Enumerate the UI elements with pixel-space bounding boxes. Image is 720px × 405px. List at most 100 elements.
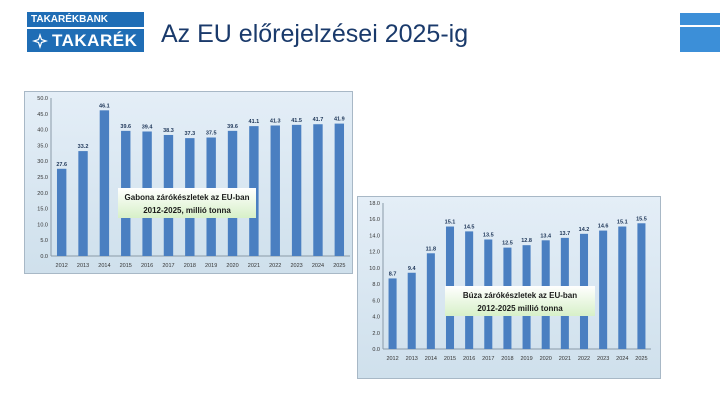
x-tick-label: 2020: [226, 263, 238, 269]
data-label: 39.6: [120, 124, 131, 130]
x-tick-label: 2023: [290, 263, 302, 269]
x-tick-label: 2021: [559, 356, 571, 362]
y-tick-label: 5.0: [40, 238, 48, 244]
data-label: 27.6: [56, 162, 67, 168]
data-label: 13.4: [540, 233, 552, 239]
x-tick-label: 2023: [597, 356, 609, 362]
x-tick-label: 2022: [269, 263, 281, 269]
data-label: 37.3: [184, 131, 195, 137]
bar: [78, 151, 88, 256]
data-label: 33.2: [78, 144, 89, 150]
x-tick-label: 2020: [540, 356, 552, 362]
x-tick-label: 2014: [98, 263, 110, 269]
takarek-logo: TAKARÉKBANK TAKARÉK: [27, 12, 144, 52]
x-tick-label: 2022: [578, 356, 590, 362]
x-tick-label: 2013: [406, 356, 418, 362]
chart-title-line: 2012-2025 millió tonna: [477, 304, 563, 313]
bar: [599, 230, 608, 349]
data-label: 14.5: [464, 224, 475, 230]
x-tick-label: 2019: [205, 263, 217, 269]
x-tick-label: 2019: [520, 356, 532, 362]
data-label: 12.5: [502, 241, 513, 247]
data-label: 39.4: [142, 124, 154, 130]
y-tick-label: 20.0: [37, 191, 48, 197]
data-label: 41.1: [249, 119, 260, 125]
bar: [99, 110, 110, 256]
y-tick-label: 30.0: [37, 159, 48, 165]
x-tick-label: 2024: [616, 356, 628, 362]
data-label: 46.1: [99, 103, 110, 109]
wheat-stocks-svg: 0.0 2.0 4.0 6.0 8.0 10.0 12.0 14.0 16.0 18.0 8.7 20…: [357, 196, 661, 379]
x-tick-label: 2013: [77, 263, 89, 269]
y-tick-label: 50.0: [37, 96, 48, 102]
y-tick-label: 8.0: [372, 282, 380, 288]
y-tick-label: 10.0: [37, 222, 48, 228]
y-tick-label: 40.0: [37, 128, 48, 134]
x-tick-label: 2025: [635, 356, 647, 362]
bar: [313, 124, 323, 256]
x-tick-label: 2015: [444, 356, 456, 362]
x-tick-label: 2012: [386, 356, 398, 362]
bar: [407, 272, 416, 349]
y-tick-label: 4.0: [372, 315, 380, 321]
bar: [618, 226, 627, 349]
chart-title-box: [118, 188, 256, 218]
x-tick-label: 2014: [425, 356, 437, 362]
y-tick-label: 16.0: [369, 217, 380, 223]
x-tick-label: 2015: [120, 263, 132, 269]
corner-decoration-bottom: [680, 27, 720, 52]
data-label: 37.5: [206, 131, 217, 137]
star-icon: [32, 32, 48, 49]
wheat-stocks-chart: 0.0 2.0 4.0 6.0 8.0 10.0 12.0 14.0 16.0 18.0 8.7 20…: [357, 196, 661, 379]
y-tick-label: 25.0: [37, 175, 48, 181]
x-tick-label: 2016: [141, 263, 153, 269]
chart-title-box: [445, 286, 595, 316]
y-tick-label: 35.0: [37, 143, 48, 149]
data-label: 41.7: [313, 117, 324, 123]
bar: [426, 253, 435, 349]
x-tick-label: 2016: [463, 356, 475, 362]
y-tick-label: 2.0: [372, 331, 380, 337]
data-label: 41.9: [334, 117, 345, 123]
y-tick-label: 10.0: [369, 266, 380, 272]
grain-stocks-svg: 0.0 5.0 10.0 15.0 20.0 25.0 30.0 35.0 40.0 45.0 50…: [24, 91, 353, 274]
x-tick-label: 2018: [501, 356, 513, 362]
chart-title-line: Gabona zárókészletek az EU-ban: [125, 193, 250, 202]
y-tick-label: 45.0: [37, 112, 48, 118]
data-label: 15.1: [445, 220, 456, 226]
data-label: 11.8: [426, 246, 436, 252]
grain-stocks-chart: 0.0 5.0 10.0 15.0 20.0 25.0 30.0 35.0 40.0 45.0 50…: [24, 91, 353, 274]
x-tick-label: 2017: [162, 263, 174, 269]
data-label: 14.2: [579, 227, 590, 233]
chart-title-line: 2012-2025, millió tonna: [143, 206, 231, 215]
corner-decoration-top: [680, 13, 720, 25]
y-tick-label: 0.0: [40, 254, 48, 260]
y-tick-label: 12.0: [369, 250, 380, 256]
x-tick-label: 2012: [56, 263, 68, 269]
page-title: Az EU előrejelzései 2025-ig: [161, 20, 469, 48]
x-tick-label: 2025: [333, 263, 345, 269]
x-tick-label: 2024: [312, 263, 324, 269]
data-label: 41.5: [291, 118, 302, 124]
logo-word: TAKARÉK: [52, 30, 138, 50]
data-label: 13.5: [483, 233, 494, 239]
y-tick-label: 15.0: [37, 207, 48, 213]
bar: [334, 123, 345, 256]
bank-name: TAKARÉKBANK: [27, 12, 144, 27]
bar: [56, 168, 67, 256]
bar: [637, 223, 646, 349]
data-label: 9.4: [408, 266, 417, 272]
x-tick-label: 2021: [248, 263, 260, 269]
chart-title-line: Búza zárókészletek az EU-ban: [463, 291, 577, 300]
data-label: 8.7: [389, 271, 397, 277]
x-tick-label: 2017: [482, 356, 494, 362]
data-label: 15.5: [636, 216, 647, 222]
logo-mark: TAKARÉK: [27, 29, 144, 52]
bar: [291, 124, 302, 256]
y-tick-label: 14.0: [369, 233, 380, 239]
y-tick-label: 0.0: [372, 347, 380, 353]
y-tick-label: 18.0: [369, 201, 380, 207]
data-label: 39.6: [227, 124, 238, 130]
data-label: 13.7: [559, 231, 570, 237]
y-tick-label: 6.0: [372, 298, 380, 304]
